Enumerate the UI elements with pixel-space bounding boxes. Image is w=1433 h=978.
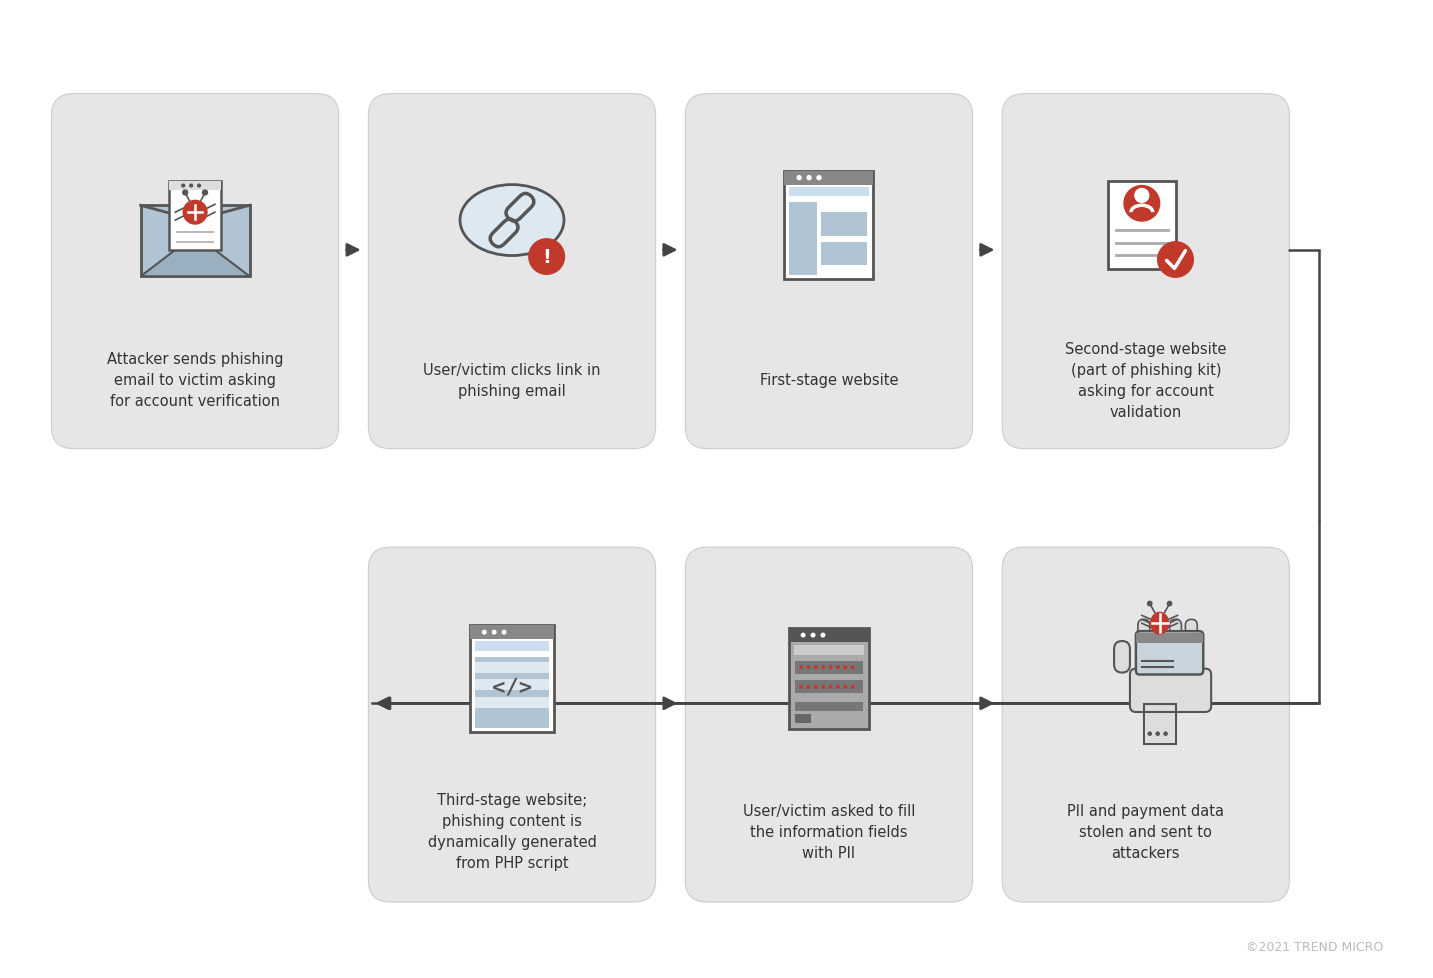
FancyBboxPatch shape — [52, 95, 338, 449]
FancyBboxPatch shape — [1002, 548, 1290, 902]
Bar — [470, 626, 555, 640]
Text: Third-stage website;
phishing content is
dynamically generated
from PHP script: Third-stage website; phishing content is… — [427, 792, 596, 870]
Text: Attacker sends phishing
email to victim asking
for account verification: Attacker sends phishing email to victim … — [107, 352, 284, 409]
Circle shape — [814, 686, 817, 689]
Text: ©2021 TREND MICRO: ©2021 TREND MICRO — [1247, 941, 1383, 954]
FancyArrowPatch shape — [663, 245, 675, 256]
FancyBboxPatch shape — [169, 182, 221, 250]
Bar — [795, 661, 863, 674]
FancyBboxPatch shape — [140, 206, 249, 277]
Circle shape — [837, 686, 840, 689]
Bar — [794, 645, 864, 655]
Circle shape — [797, 176, 801, 181]
FancyBboxPatch shape — [1131, 669, 1211, 712]
Ellipse shape — [1151, 613, 1168, 635]
Text: Second-stage website
(part of phishing kit)
asking for account
validation: Second-stage website (part of phishing k… — [1065, 341, 1227, 420]
Circle shape — [844, 666, 847, 669]
FancyBboxPatch shape — [1185, 620, 1198, 645]
FancyBboxPatch shape — [1169, 620, 1181, 645]
Bar — [795, 702, 863, 711]
FancyBboxPatch shape — [1002, 95, 1290, 449]
Circle shape — [183, 201, 206, 225]
Bar — [790, 203, 817, 276]
FancyBboxPatch shape — [368, 548, 655, 902]
Bar — [1146, 707, 1174, 741]
Bar — [1136, 634, 1204, 644]
Circle shape — [182, 185, 185, 188]
Circle shape — [811, 634, 815, 638]
Circle shape — [183, 191, 188, 196]
FancyArrowPatch shape — [663, 698, 675, 709]
Circle shape — [198, 185, 201, 188]
Bar — [821, 213, 867, 237]
FancyBboxPatch shape — [368, 95, 655, 449]
Circle shape — [529, 240, 565, 275]
Bar — [474, 697, 549, 708]
Circle shape — [844, 686, 847, 689]
Bar — [474, 662, 549, 673]
FancyArrowPatch shape — [378, 698, 1317, 709]
FancyBboxPatch shape — [685, 548, 973, 902]
Bar — [821, 243, 867, 266]
Circle shape — [1148, 733, 1151, 735]
Bar — [474, 642, 549, 651]
Text: User/victim asked to fill
the information fields
with PII: User/victim asked to fill the informatio… — [742, 803, 916, 860]
Circle shape — [823, 666, 824, 669]
FancyBboxPatch shape — [685, 95, 973, 449]
Bar — [790, 188, 868, 198]
Ellipse shape — [460, 186, 565, 256]
Circle shape — [814, 666, 817, 669]
Circle shape — [807, 666, 810, 669]
Circle shape — [503, 631, 506, 635]
FancyBboxPatch shape — [470, 626, 555, 732]
Circle shape — [1135, 190, 1149, 203]
FancyArrowPatch shape — [347, 245, 358, 256]
Polygon shape — [140, 236, 249, 277]
FancyBboxPatch shape — [1136, 632, 1204, 675]
FancyBboxPatch shape — [1154, 620, 1165, 645]
Circle shape — [202, 191, 208, 196]
FancyBboxPatch shape — [1138, 620, 1149, 645]
Circle shape — [801, 634, 805, 638]
Circle shape — [1164, 733, 1168, 735]
Bar — [169, 182, 221, 192]
Circle shape — [817, 176, 821, 181]
Bar — [474, 680, 549, 690]
Circle shape — [483, 631, 486, 635]
FancyBboxPatch shape — [1113, 642, 1131, 673]
Bar — [795, 681, 863, 693]
Text: First-stage website: First-stage website — [759, 373, 898, 387]
Text: PII and payment data
stolen and sent to
attackers: PII and payment data stolen and sent to … — [1068, 803, 1224, 860]
Circle shape — [1158, 243, 1194, 278]
Circle shape — [1168, 601, 1172, 606]
Circle shape — [851, 666, 854, 669]
Circle shape — [807, 176, 811, 181]
Circle shape — [821, 634, 825, 638]
FancyBboxPatch shape — [790, 629, 868, 729]
Circle shape — [823, 686, 824, 689]
FancyArrowPatch shape — [980, 245, 992, 256]
Circle shape — [1148, 601, 1152, 606]
Circle shape — [1123, 187, 1159, 222]
Circle shape — [1156, 733, 1159, 735]
Circle shape — [493, 631, 496, 635]
Circle shape — [800, 666, 802, 669]
Circle shape — [189, 185, 192, 188]
FancyBboxPatch shape — [1108, 182, 1175, 270]
FancyArrowPatch shape — [980, 698, 992, 709]
Bar — [795, 714, 811, 723]
Circle shape — [800, 686, 802, 689]
Bar — [474, 657, 549, 728]
Circle shape — [807, 686, 810, 689]
Circle shape — [837, 666, 840, 669]
FancyBboxPatch shape — [784, 171, 874, 280]
Text: User/victim clicks link in
phishing email: User/victim clicks link in phishing emai… — [423, 362, 600, 398]
Bar — [790, 629, 868, 643]
Bar — [784, 171, 874, 186]
Circle shape — [830, 666, 833, 669]
Circle shape — [830, 686, 833, 689]
Circle shape — [851, 686, 854, 689]
Text: !: ! — [542, 247, 552, 267]
Text: </>: </> — [492, 677, 532, 696]
